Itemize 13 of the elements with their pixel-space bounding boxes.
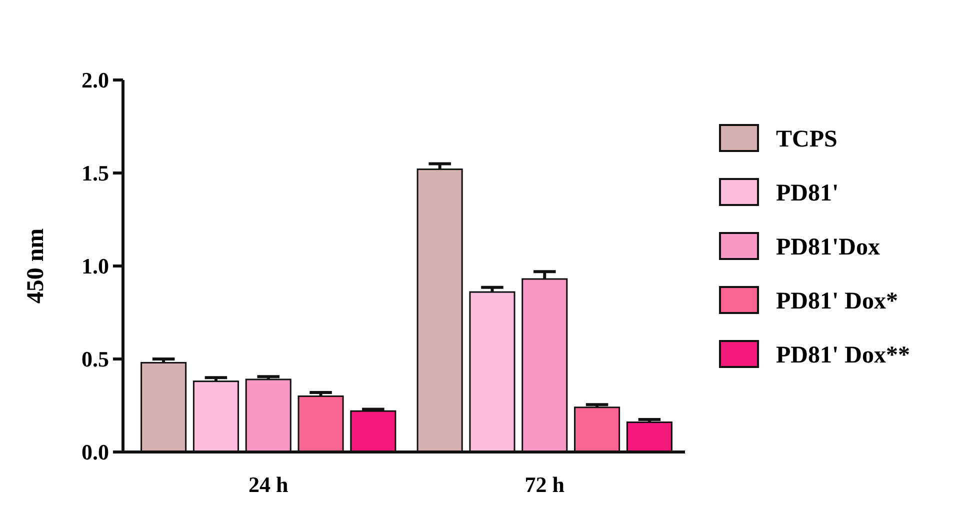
legend-label: PD81'Dox xyxy=(776,234,880,260)
legend-label: TCPS xyxy=(776,126,838,152)
y-tick-label: 2.0 xyxy=(82,68,109,93)
y-tick-label: 0.5 xyxy=(82,346,109,372)
legend-label: PD81' Dox* xyxy=(776,288,898,314)
y-tick-label: 0.0 xyxy=(82,440,109,465)
x-tick-label: 72 h xyxy=(524,472,565,497)
legend-label: PD81' xyxy=(776,180,839,206)
y-tick-label: 1.5 xyxy=(82,160,109,186)
y-axis-title: 450 nm xyxy=(23,228,49,304)
legend-label: PD81' Dox** xyxy=(776,342,910,368)
x-tick-label: 24 h xyxy=(248,472,288,497)
y-tick-label: 1.0 xyxy=(82,254,109,279)
